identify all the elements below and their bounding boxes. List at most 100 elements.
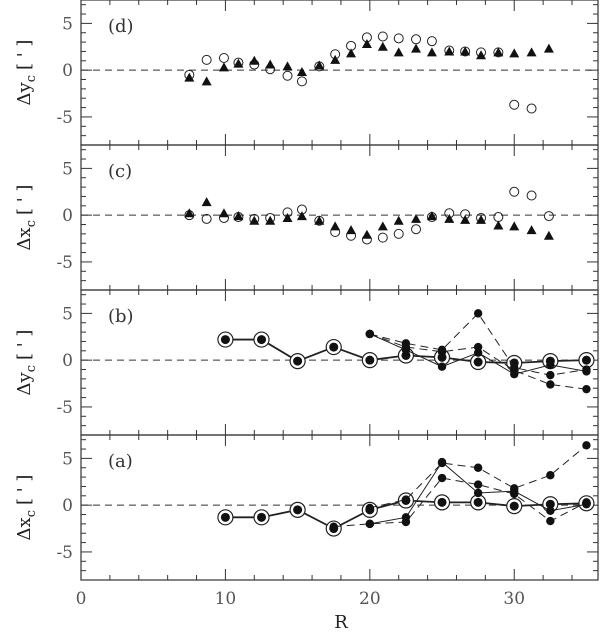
y-axis-title-unit: [ ' ] — [14, 40, 35, 70]
data-point — [473, 488, 483, 498]
data-point — [201, 213, 212, 224]
y-tick-label: 5 — [62, 159, 73, 179]
data-point — [509, 221, 520, 231]
data-point — [543, 211, 554, 222]
data-point — [411, 43, 422, 53]
data-point — [411, 34, 422, 45]
data-point — [426, 47, 437, 57]
data-point — [393, 47, 404, 57]
y-axis-title-main: Δy — [14, 81, 35, 105]
data-point — [218, 53, 229, 63]
x-tick-label: 30 — [503, 589, 525, 609]
y-axis-title-unit: [ ' ] — [14, 475, 35, 505]
y-axis-title-subscript: c — [24, 220, 39, 227]
data-point — [365, 519, 375, 529]
data-point — [437, 473, 447, 483]
y-axis-title: Δyc [ ' ] — [14, 330, 39, 396]
data-point — [473, 357, 483, 367]
data-point — [265, 215, 276, 225]
data-point — [473, 309, 483, 318]
y-axis-title-subscript: c — [24, 365, 39, 372]
y-tick-label: -5 — [56, 398, 73, 418]
data-point — [582, 367, 591, 376]
data-point — [426, 211, 437, 221]
data-point — [401, 345, 411, 355]
data-point — [437, 457, 447, 467]
data-point — [546, 506, 555, 515]
data-point — [233, 58, 244, 68]
series-line — [333, 477, 587, 528]
panel-frame — [80, 0, 599, 146]
data-point — [361, 229, 372, 239]
panel-frame — [80, 434, 599, 581]
data-point — [444, 46, 455, 56]
data-point — [282, 61, 293, 71]
panel-label: (d) — [108, 16, 134, 37]
data-point — [265, 59, 276, 69]
data-point — [493, 47, 504, 57]
data-point — [510, 486, 519, 496]
data-point — [296, 67, 307, 77]
y-tick-label: 0 — [62, 496, 73, 516]
data-point — [218, 62, 229, 72]
data-point — [220, 335, 230, 345]
data-point — [293, 356, 303, 366]
data-point — [346, 48, 357, 58]
data-point — [314, 215, 325, 225]
data-point — [314, 60, 325, 70]
data-point — [184, 72, 195, 82]
data-point — [476, 214, 487, 224]
data-point — [411, 224, 422, 235]
y-axis-title: Δxc [ ' ] — [14, 185, 39, 251]
data-point — [509, 99, 520, 110]
panels-layer: -505 (d)Δyc[ ' ]-505 (c)Δxc[ ' ]-505 (b)Δyc… — [14, 0, 599, 581]
data-point — [201, 197, 212, 207]
data-point — [257, 512, 267, 522]
series-3 — [365, 457, 591, 529]
data-point — [493, 212, 504, 223]
data-point — [401, 495, 411, 504]
x-tick-label: 20 — [359, 589, 381, 609]
data-point — [401, 513, 411, 522]
data-point — [220, 512, 230, 522]
data-point — [546, 471, 555, 480]
data-point — [282, 212, 293, 222]
panel-frame — [80, 144, 599, 291]
data-point — [365, 355, 375, 365]
data-point — [509, 186, 520, 197]
data-point — [393, 215, 404, 225]
y-axis-title-unit: [ ' ] — [14, 330, 35, 360]
data-point — [426, 36, 437, 47]
data-point — [546, 370, 555, 380]
data-point — [509, 501, 519, 511]
data-point — [329, 522, 338, 531]
data-point — [437, 362, 447, 371]
y-tick-label: 5 — [62, 449, 73, 469]
y-axis-title-subscript: c — [24, 75, 39, 82]
series-1 — [184, 38, 554, 86]
panel-label: (a) — [108, 451, 133, 472]
x-axis-title: R — [334, 612, 348, 633]
data-point — [296, 211, 307, 221]
y-tick-label: 0 — [62, 61, 73, 81]
data-point — [473, 348, 483, 357]
data-point — [201, 76, 212, 86]
series-1 — [184, 197, 554, 240]
y-axis-title-main: Δy — [14, 371, 35, 395]
data-point — [473, 480, 483, 489]
y-tick-label: 0 — [62, 206, 73, 226]
data-point — [346, 225, 357, 235]
data-point — [582, 441, 591, 450]
data-point — [460, 46, 471, 56]
data-point — [249, 55, 260, 65]
data-point — [377, 41, 388, 51]
data-point — [473, 463, 483, 472]
data-point — [282, 70, 293, 81]
data-point — [543, 230, 554, 240]
y-tick-label: 0 — [62, 351, 73, 371]
data-point — [233, 211, 244, 221]
y-tick-label: 5 — [62, 14, 73, 34]
x-axis: 0 10 20 30 — [76, 589, 525, 609]
series-3 — [365, 329, 591, 379]
